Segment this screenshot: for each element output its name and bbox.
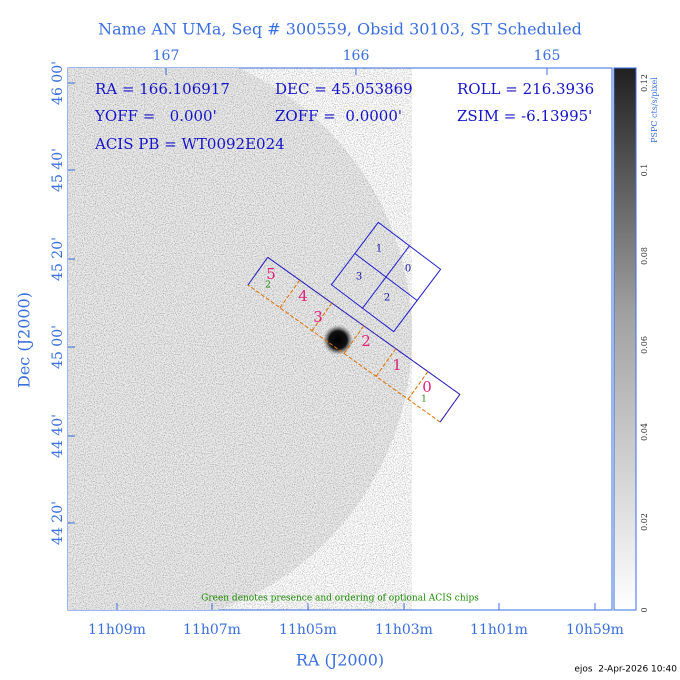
acis-s-chip-label: 1 <box>392 356 402 374</box>
x-tick-label: 11h03m <box>375 622 433 638</box>
y-tick-label: 45 40' <box>50 148 66 192</box>
x-tick-label: 11h09m <box>88 622 146 638</box>
title: Name AN UMa, Seq # 300559, Obsid 30103, … <box>98 20 582 39</box>
colorbar-tick-label: 0 <box>640 607 649 612</box>
sky-image <box>68 68 412 610</box>
colorbar-tick-label: 0.08 <box>640 247 649 265</box>
y-tick-label: 45 00' <box>50 325 66 369</box>
acis-i-chip-label: 2 <box>384 293 390 304</box>
acis-s-chip-label: 3 <box>313 308 323 326</box>
acis-s-chip-label: 0 <box>422 378 432 396</box>
top-tick-label: 165 <box>534 48 561 64</box>
info-text: ROLL = 216.3936 <box>457 80 594 98</box>
acis-s-array <box>247 256 461 423</box>
note: Green denotes presence and ordering of o… <box>201 594 479 604</box>
acis-s-chip-label: 2 <box>361 332 371 350</box>
x-tick-label: 11h01m <box>470 622 528 638</box>
acis-i-array <box>330 221 442 333</box>
x-tick-label: 11h05m <box>279 622 337 638</box>
acis-i-chip-label: 3 <box>356 272 362 283</box>
optional-chip-label: 2 <box>265 281 271 291</box>
colorbar-tick-label: 0.12 <box>640 74 649 92</box>
colorbar-tick-label: 0.02 <box>640 513 649 531</box>
y-tick-label: 45 20' <box>50 237 66 281</box>
source <box>323 325 353 355</box>
colorbar <box>613 67 637 611</box>
x-tick-label: 11h07m <box>183 622 241 638</box>
pspc-noise <box>68 68 412 610</box>
colorbar-label: PSPC cts/s/pixel <box>650 77 659 143</box>
top-tick-label: 167 <box>153 48 180 64</box>
acis-i-chip-label: 1 <box>376 244 382 255</box>
info-text: YOFF = 0.000' <box>94 107 217 125</box>
acis-s-chip-label: 5 <box>266 265 276 283</box>
info-text: RA = 166.106917 <box>95 80 230 98</box>
info-text: DEC = 45.053869 <box>275 80 413 98</box>
footer: ejos 2-Apr-2026 10:40 <box>574 665 677 675</box>
y-axis-label: Dec (J2000) <box>15 292 34 388</box>
y-tick-label: 46 00' <box>50 61 66 105</box>
x-tick-label: 10h59m <box>566 622 624 638</box>
optional-chip-label: 1 <box>421 395 427 405</box>
y-tick-label: 44 20' <box>50 501 66 545</box>
info-text: ACIS PB = WT0092E024 <box>94 135 285 153</box>
x-axis-label: RA (J2000) <box>296 651 384 670</box>
info-text: ZSIM = -6.13995' <box>457 107 592 125</box>
y-tick-label: 44 40' <box>50 414 66 458</box>
info-text: ZOFF = 0.0000' <box>275 107 402 125</box>
acis-i-chip-label: 0 <box>405 264 411 275</box>
acis-s-chip-label: 4 <box>298 287 308 305</box>
top-tick-label: 166 <box>343 48 370 64</box>
colorbar-tick-label: 0.1 <box>640 164 649 177</box>
colorbar-tick-label: 0.06 <box>640 336 649 354</box>
colorbar-tick-label: 0.04 <box>640 423 649 441</box>
